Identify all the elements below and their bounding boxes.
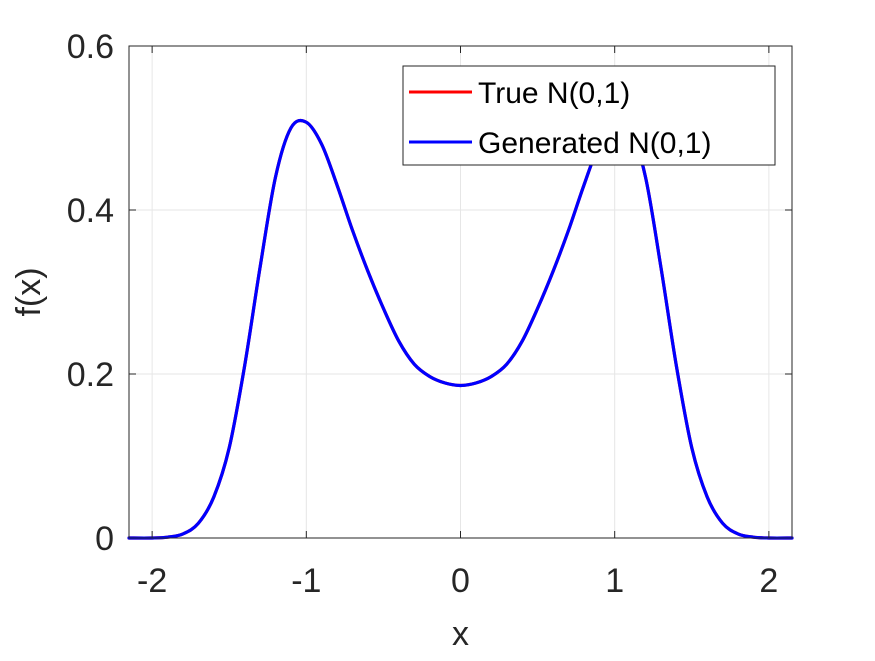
legend-label-generated: Generated N(0,1) [478, 127, 711, 160]
x-tick-label-2: 0 [451, 562, 470, 600]
x-tick-label-4: 2 [759, 562, 778, 600]
y-tick-labels: 0 0.2 0.4 0.6 [67, 28, 114, 558]
y-tick-label-1: 0.2 [67, 356, 114, 394]
legend-label-true: True N(0,1) [478, 77, 630, 110]
legend-box [402, 65, 776, 166]
series-line-generated [127, 118, 794, 540]
x-tick-label-0: -2 [137, 562, 167, 600]
legend: True N(0,1) Generated N(0,1) [402, 65, 776, 166]
y-axis-label: f(x) [10, 267, 48, 316]
x-tick-label-3: 1 [605, 562, 624, 600]
y-tick-label-3: 0.6 [67, 28, 114, 66]
y-tick-label-2: 0.4 [67, 192, 114, 230]
series-lines [127, 118, 794, 540]
x-tick-label-1: -1 [291, 562, 321, 600]
y-tick-label-0: 0 [95, 520, 114, 558]
x-tick-labels: -2 -1 0 1 2 [137, 562, 778, 600]
x-axis-label: x [452, 615, 469, 653]
tick-marks [129, 45, 792, 539]
